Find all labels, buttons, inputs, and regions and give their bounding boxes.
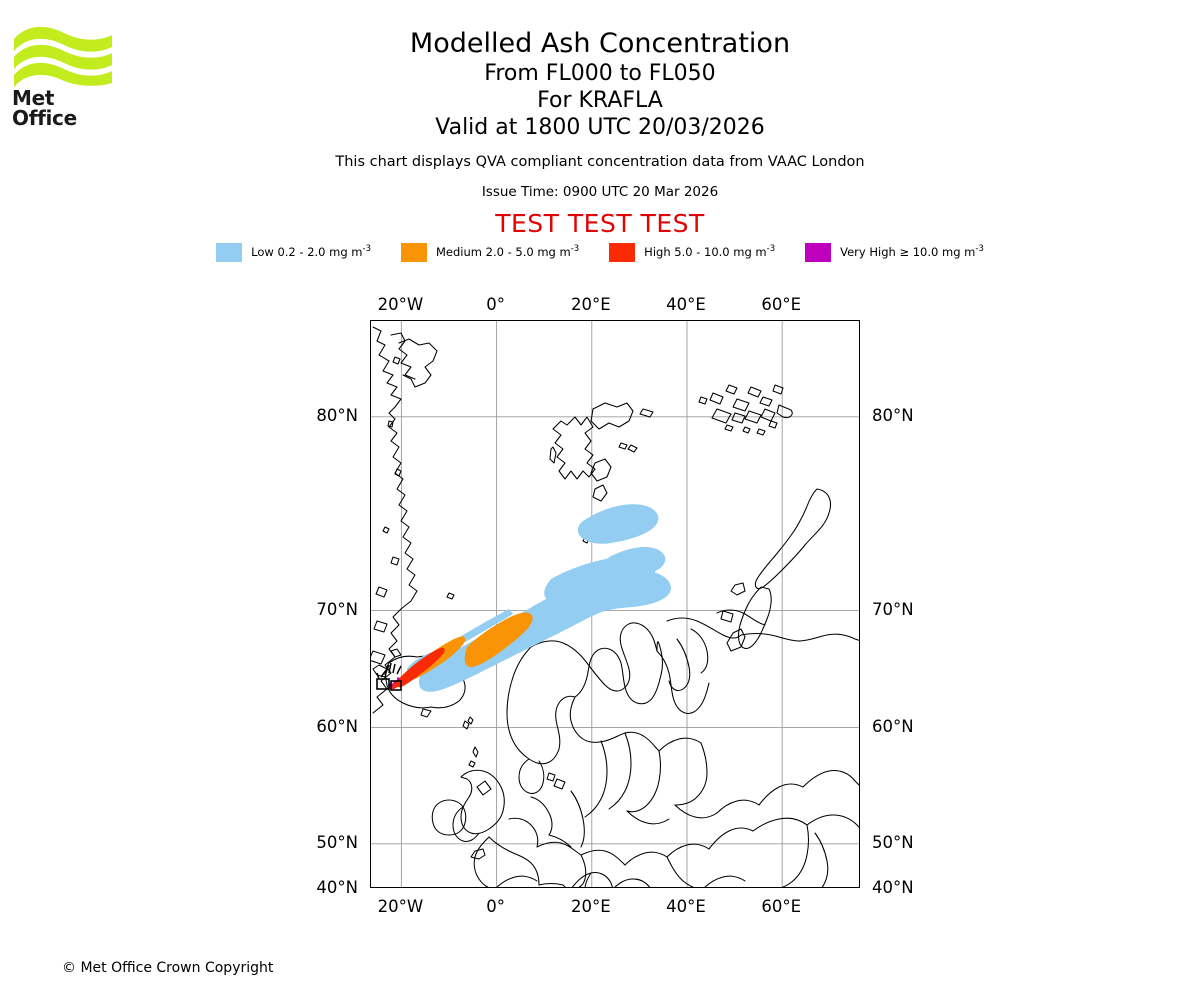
legend-exponent-low: -3 — [362, 244, 371, 255]
legend-label-low: Low 0.2 - 2.0 mg m-3 — [251, 244, 371, 259]
x-tick-bottom-20E: 20°E — [570, 897, 611, 916]
map-plot-frame — [370, 320, 860, 888]
chart-header: Modelled Ash Concentration From FL000 to… — [0, 0, 1200, 238]
x-tick-top-20E: 20°E — [570, 295, 611, 314]
ash-concentration-map: 20°W 0° 20°E 40°E 60°E 20°W 0° 20°E 40°E… — [316, 296, 913, 916]
legend-item-medium: Medium 2.0 - 5.0 mg m-3 — [400, 243, 580, 262]
met-office-wordmark: Met Office — [12, 86, 77, 130]
legend-swatch-medium — [400, 243, 427, 262]
volcano-name: For KRAFLA — [537, 88, 663, 113]
legend-item-low: Low 0.2 - 2.0 mg m-3 — [216, 243, 371, 262]
y-tick-left-40N: 40°N — [316, 878, 358, 897]
flight-level-range: From FL000 to FL050 — [484, 61, 716, 86]
legend-exponent-very-high: -3 — [975, 244, 984, 255]
legend-label-very-high: Very High ≥ 10.0 mg m-3 — [840, 244, 984, 259]
y-tick-left-70N: 70°N — [316, 599, 358, 619]
y-tick-right-40N: 40°N — [872, 878, 914, 897]
legend-exponent-high: -3 — [766, 244, 776, 255]
legend-exponent-medium: -3 — [570, 244, 580, 255]
x-tick-top-60E: 60°E — [761, 295, 802, 314]
legend-swatch-high — [609, 243, 636, 262]
coastlines — [371, 326, 859, 887]
concentration-legend: Low 0.2 - 2.0 mg m-3 Medium 2.0 - 5.0 mg … — [0, 243, 1200, 262]
legend-label-high: High 5.0 - 10.0 mg m-3 — [644, 244, 776, 259]
valid-time: Valid at 1800 UTC 20/03/2026 — [435, 115, 765, 140]
volcano-source-marker — [376, 662, 402, 691]
page-title: Modelled Ash Concentration — [409, 28, 791, 59]
copyright-notice: © Met Office Crown Copyright — [62, 960, 274, 976]
ash-plume-low — [405, 504, 671, 692]
y-tick-right-50N: 50°N — [872, 832, 914, 852]
y-tick-left-50N: 50°N — [316, 832, 358, 852]
x-tick-top-0: 0° — [486, 295, 505, 314]
x-tick-bottom-0: 0° — [486, 897, 505, 916]
legend-item-high: High 5.0 - 10.0 mg m-3 — [609, 243, 775, 262]
map-graphics — [371, 321, 859, 887]
x-tick-bottom-40E: 40°E — [666, 897, 706, 916]
y-tick-right-70N: 70°N — [872, 599, 914, 619]
qva-note: This chart displays QVA compliant concen… — [335, 154, 865, 170]
legend-label-medium: Medium 2.0 - 5.0 mg m-3 — [435, 244, 580, 259]
test-watermark: TEST TEST TEST — [495, 209, 705, 238]
y-tick-left-80N: 80°N — [316, 405, 358, 425]
legend-item-very-high: Very High ≥ 10.0 mg m-3 — [805, 243, 984, 262]
x-tick-top-20W: 20°W — [377, 295, 424, 314]
met-office-wave-mark — [14, 26, 112, 87]
issue-time: Issue Time: 0900 UTC 20 Mar 2026 — [481, 184, 719, 200]
x-tick-bottom-20W: 20°W — [377, 897, 424, 916]
x-tick-bottom-60E: 60°E — [761, 897, 802, 916]
y-tick-left-60N: 60°N — [316, 716, 358, 736]
ash-plume-high — [390, 647, 445, 690]
x-tick-top-40E: 40°E — [666, 295, 706, 314]
legend-swatch-low — [216, 243, 243, 262]
y-tick-right-80N: 80°N — [872, 405, 914, 425]
met-office-logo: Met Office — [12, 25, 114, 128]
y-tick-right-60N: 60°N — [872, 716, 914, 736]
legend-swatch-very-high — [805, 243, 832, 262]
